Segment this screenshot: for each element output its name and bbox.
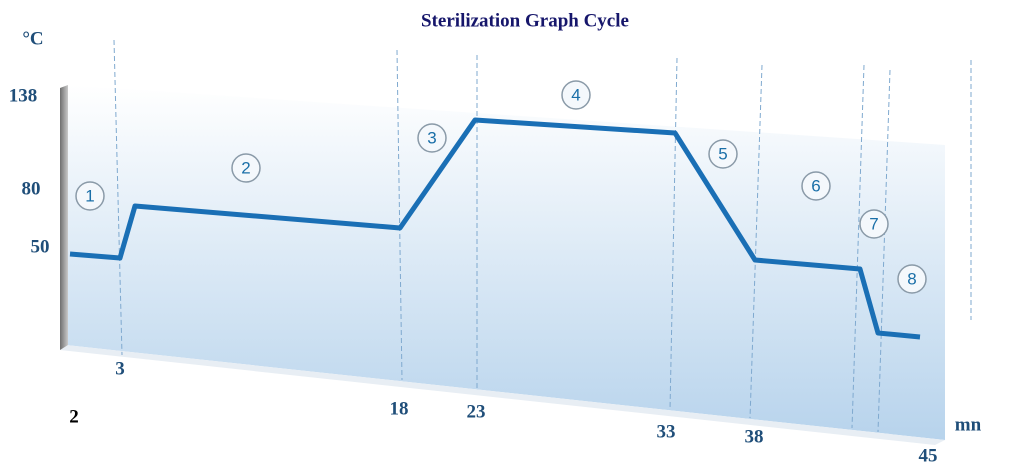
phase-circle bbox=[708, 139, 738, 169]
phase-circle bbox=[801, 171, 831, 201]
phase-number: 2 bbox=[241, 158, 250, 177]
x-label: 23 bbox=[467, 401, 486, 422]
phase-number: 8 bbox=[907, 269, 916, 288]
phase-circle bbox=[417, 123, 447, 153]
x-label: 33 bbox=[657, 421, 676, 442]
y-label: 80 bbox=[22, 178, 41, 199]
x-label: 18 bbox=[390, 398, 409, 419]
temperature-curve bbox=[69, 117, 921, 340]
y-unit: °C bbox=[22, 28, 43, 49]
x-label: 38 bbox=[745, 426, 764, 447]
dashed-lines bbox=[113, 39, 972, 433]
phase-number: 4 bbox=[571, 85, 580, 104]
title: Sterilization Graph Cycle bbox=[421, 10, 629, 31]
phase-number: 5 bbox=[718, 144, 727, 163]
phase-number: 7 bbox=[869, 214, 878, 233]
phase-circle bbox=[75, 181, 105, 211]
phase-circle bbox=[897, 264, 927, 294]
phase-circle bbox=[231, 153, 261, 183]
x-unit: mn bbox=[955, 414, 982, 435]
phase-number: 1 bbox=[85, 186, 94, 205]
phase-circle bbox=[561, 80, 591, 110]
x-label: 2 bbox=[69, 406, 79, 427]
phase-circle bbox=[859, 209, 889, 239]
x-label: 3 bbox=[115, 358, 125, 379]
floor bbox=[60, 345, 945, 445]
phase-number: 6 bbox=[811, 176, 820, 195]
plot-panel bbox=[66, 85, 945, 440]
y-label: 138 bbox=[9, 85, 38, 106]
left-wall bbox=[60, 85, 68, 350]
y-label: 50 bbox=[31, 236, 50, 257]
x-label: 45 bbox=[919, 445, 938, 466]
phase-number: 3 bbox=[427, 128, 436, 147]
phase-markers: 1 2 3 4 5 6 7 8 bbox=[75, 80, 927, 294]
